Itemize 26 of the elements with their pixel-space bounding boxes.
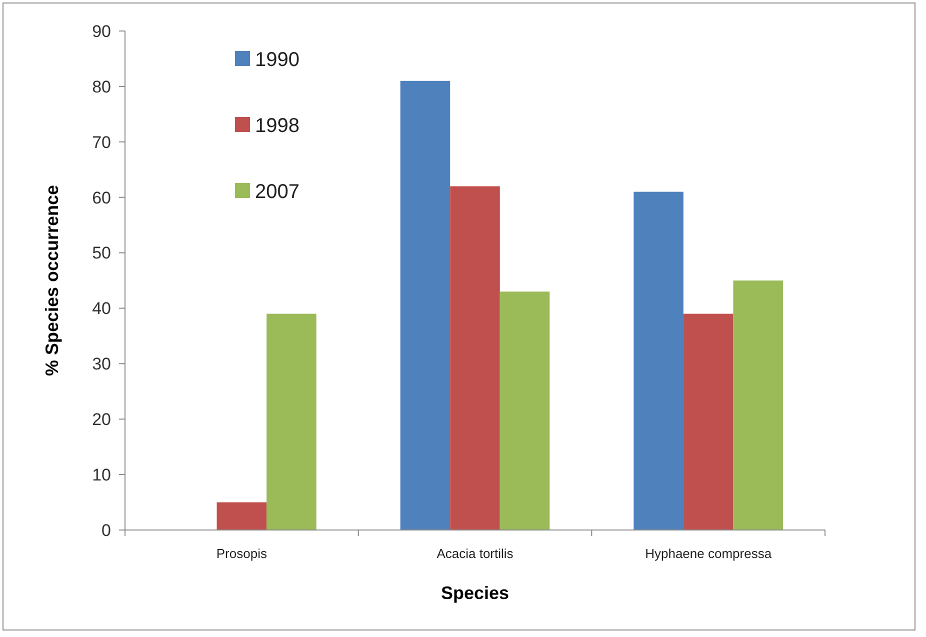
- x-axis-title: Species: [440, 583, 510, 603]
- y-tick-label: 30: [92, 354, 111, 374]
- y-tick-label: 80: [92, 77, 111, 96]
- y-tick-label: 50: [92, 244, 111, 263]
- y-tick-label: 40: [92, 299, 111, 318]
- y-tick-label: 0: [102, 520, 111, 540]
- x-tick-label: Acacia tortilis: [436, 546, 514, 561]
- x-tick-label: Prosopis: [216, 546, 268, 561]
- y-tick-label: 70: [92, 132, 111, 152]
- bar: [216, 502, 267, 530]
- y-tick-label: 60: [92, 188, 111, 208]
- bar: [683, 314, 734, 530]
- y-axis-title: % Species occurrence: [42, 184, 62, 376]
- bar: [400, 80, 450, 530]
- bar: [634, 192, 684, 530]
- bar: [733, 280, 783, 530]
- y-tick-label: 10: [92, 466, 111, 485]
- legend-label: 1998: [255, 115, 300, 137]
- legend-label: 1990: [255, 49, 300, 71]
- bar: [266, 314, 316, 530]
- x-tick-label: Hyphaene compressa: [645, 546, 772, 561]
- bar: [450, 186, 500, 530]
- bar: [500, 292, 550, 530]
- y-tick-label: 90: [92, 22, 111, 41]
- legend-label: 2007: [255, 181, 300, 203]
- y-tick-label: 20: [92, 410, 111, 430]
